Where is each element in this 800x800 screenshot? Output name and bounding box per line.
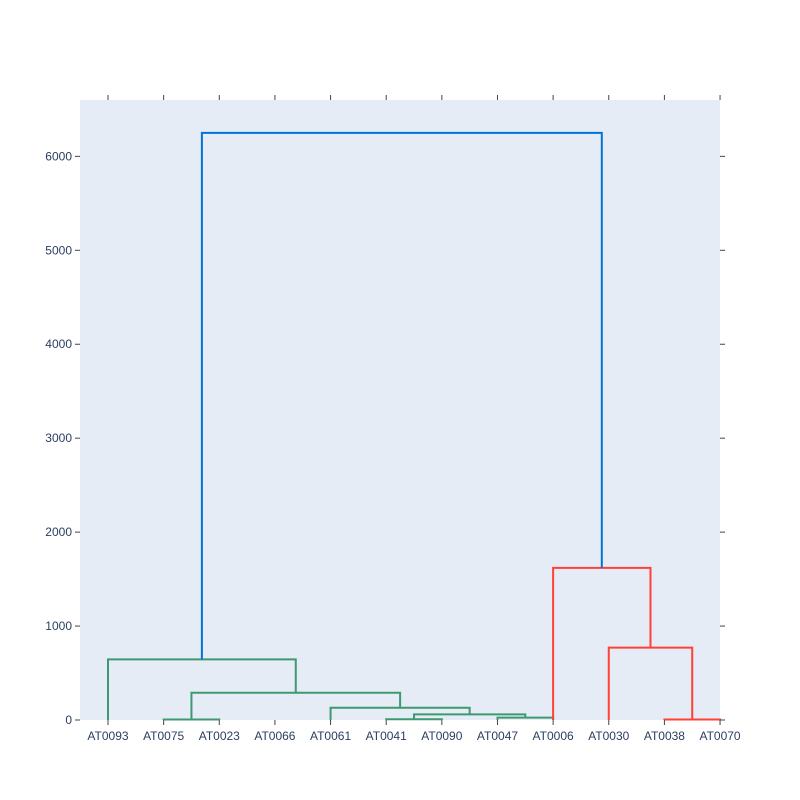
x-tick-label: AT0041	[366, 729, 407, 743]
x-tick-label: AT0075	[143, 729, 184, 743]
x-tick-label: AT0066	[254, 729, 295, 743]
dendrogram-link-1	[385, 718, 443, 721]
x-tick-label: AT0061	[310, 729, 351, 743]
x-tick-label: AT0070	[699, 729, 740, 743]
y-tick-label: 2000	[45, 525, 72, 539]
x-tick-label: AT0030	[588, 729, 629, 743]
y-tick-label: 1000	[45, 619, 72, 633]
y-tick-label: 3000	[45, 431, 72, 445]
dendrogram-link-10	[200, 131, 603, 660]
y-tick-label: 6000	[45, 149, 72, 163]
y-tick-label: 0	[65, 713, 72, 727]
y-tick-label: 4000	[45, 337, 72, 351]
x-tick-label: AT0093	[87, 729, 128, 743]
y-tick-label: 5000	[45, 243, 72, 257]
plot-background	[80, 100, 720, 720]
x-tick-label: AT0090	[421, 729, 462, 743]
x-tick-label: AT0006	[533, 729, 574, 743]
dendrogram-links	[107, 131, 722, 721]
y-axis: 0 1000 2000 3000 4000 5000 6000	[45, 149, 725, 727]
x-tick-label: AT0047	[477, 729, 518, 743]
x-tick-label: AT0023	[199, 729, 240, 743]
x-tick-label: AT0038	[644, 729, 685, 743]
x-axis: AT0093 AT0075 AT0023 AT0066 AT0061 AT0041 AT00…	[87, 95, 741, 743]
